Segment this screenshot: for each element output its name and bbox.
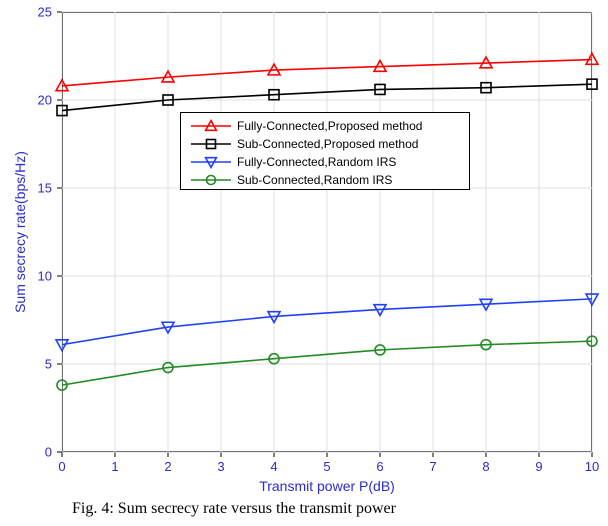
x-tick-label: 4 <box>270 459 277 474</box>
y-tick-label: 5 <box>22 357 52 372</box>
y-tick-label: 0 <box>22 445 52 460</box>
figure-caption: Fig. 4: Sum secrecy rate versus the tran… <box>72 500 396 518</box>
legend-entry-fully-random: Fully-Connected,Random IRS <box>191 155 396 169</box>
legend-entry-fully-proposed: Fully-Connected,Proposed method <box>191 119 422 133</box>
legend: Fully-Connected,Proposed method Sub-Conne… <box>180 112 470 190</box>
x-tick-label: 0 <box>58 459 65 474</box>
series-sub-random <box>62 341 592 385</box>
x-tick-label: 8 <box>482 459 489 474</box>
y-tick-label: 20 <box>22 93 52 108</box>
legend-label: Fully-Connected,Proposed method <box>237 119 422 133</box>
x-tick-label: 2 <box>164 459 171 474</box>
series-layer <box>0 0 608 526</box>
legend-label: Fully-Connected,Random IRS <box>237 155 396 169</box>
legend-entry-sub-proposed: Sub-Connected,Proposed method <box>191 137 418 151</box>
x-tick-label: 9 <box>535 459 542 474</box>
x-tick-label: 1 <box>111 459 118 474</box>
x-tick-label: 6 <box>376 459 383 474</box>
series-fully-random <box>62 299 592 345</box>
legend-label: Sub-Connected,Proposed method <box>237 137 418 151</box>
x-tick-label: 5 <box>323 459 330 474</box>
x-tick-label: 3 <box>217 459 224 474</box>
y-tick-label: 25 <box>22 5 52 20</box>
legend-entry-sub-random: Sub-Connected,Random IRS <box>191 173 392 187</box>
figure: 012345678910 0510152025 Transmit power P… <box>0 0 608 526</box>
x-tick-label: 7 <box>429 459 436 474</box>
x-tick-label: 10 <box>585 459 599 474</box>
series-sub-proposed <box>62 84 592 110</box>
x-axis-label: Transmit power P(dB) <box>259 478 395 494</box>
legend-label: Sub-Connected,Random IRS <box>237 173 392 187</box>
y-axis-label: Sum secrecy rate(bps/Hz) <box>12 151 28 313</box>
series-fully-proposed <box>62 60 592 86</box>
